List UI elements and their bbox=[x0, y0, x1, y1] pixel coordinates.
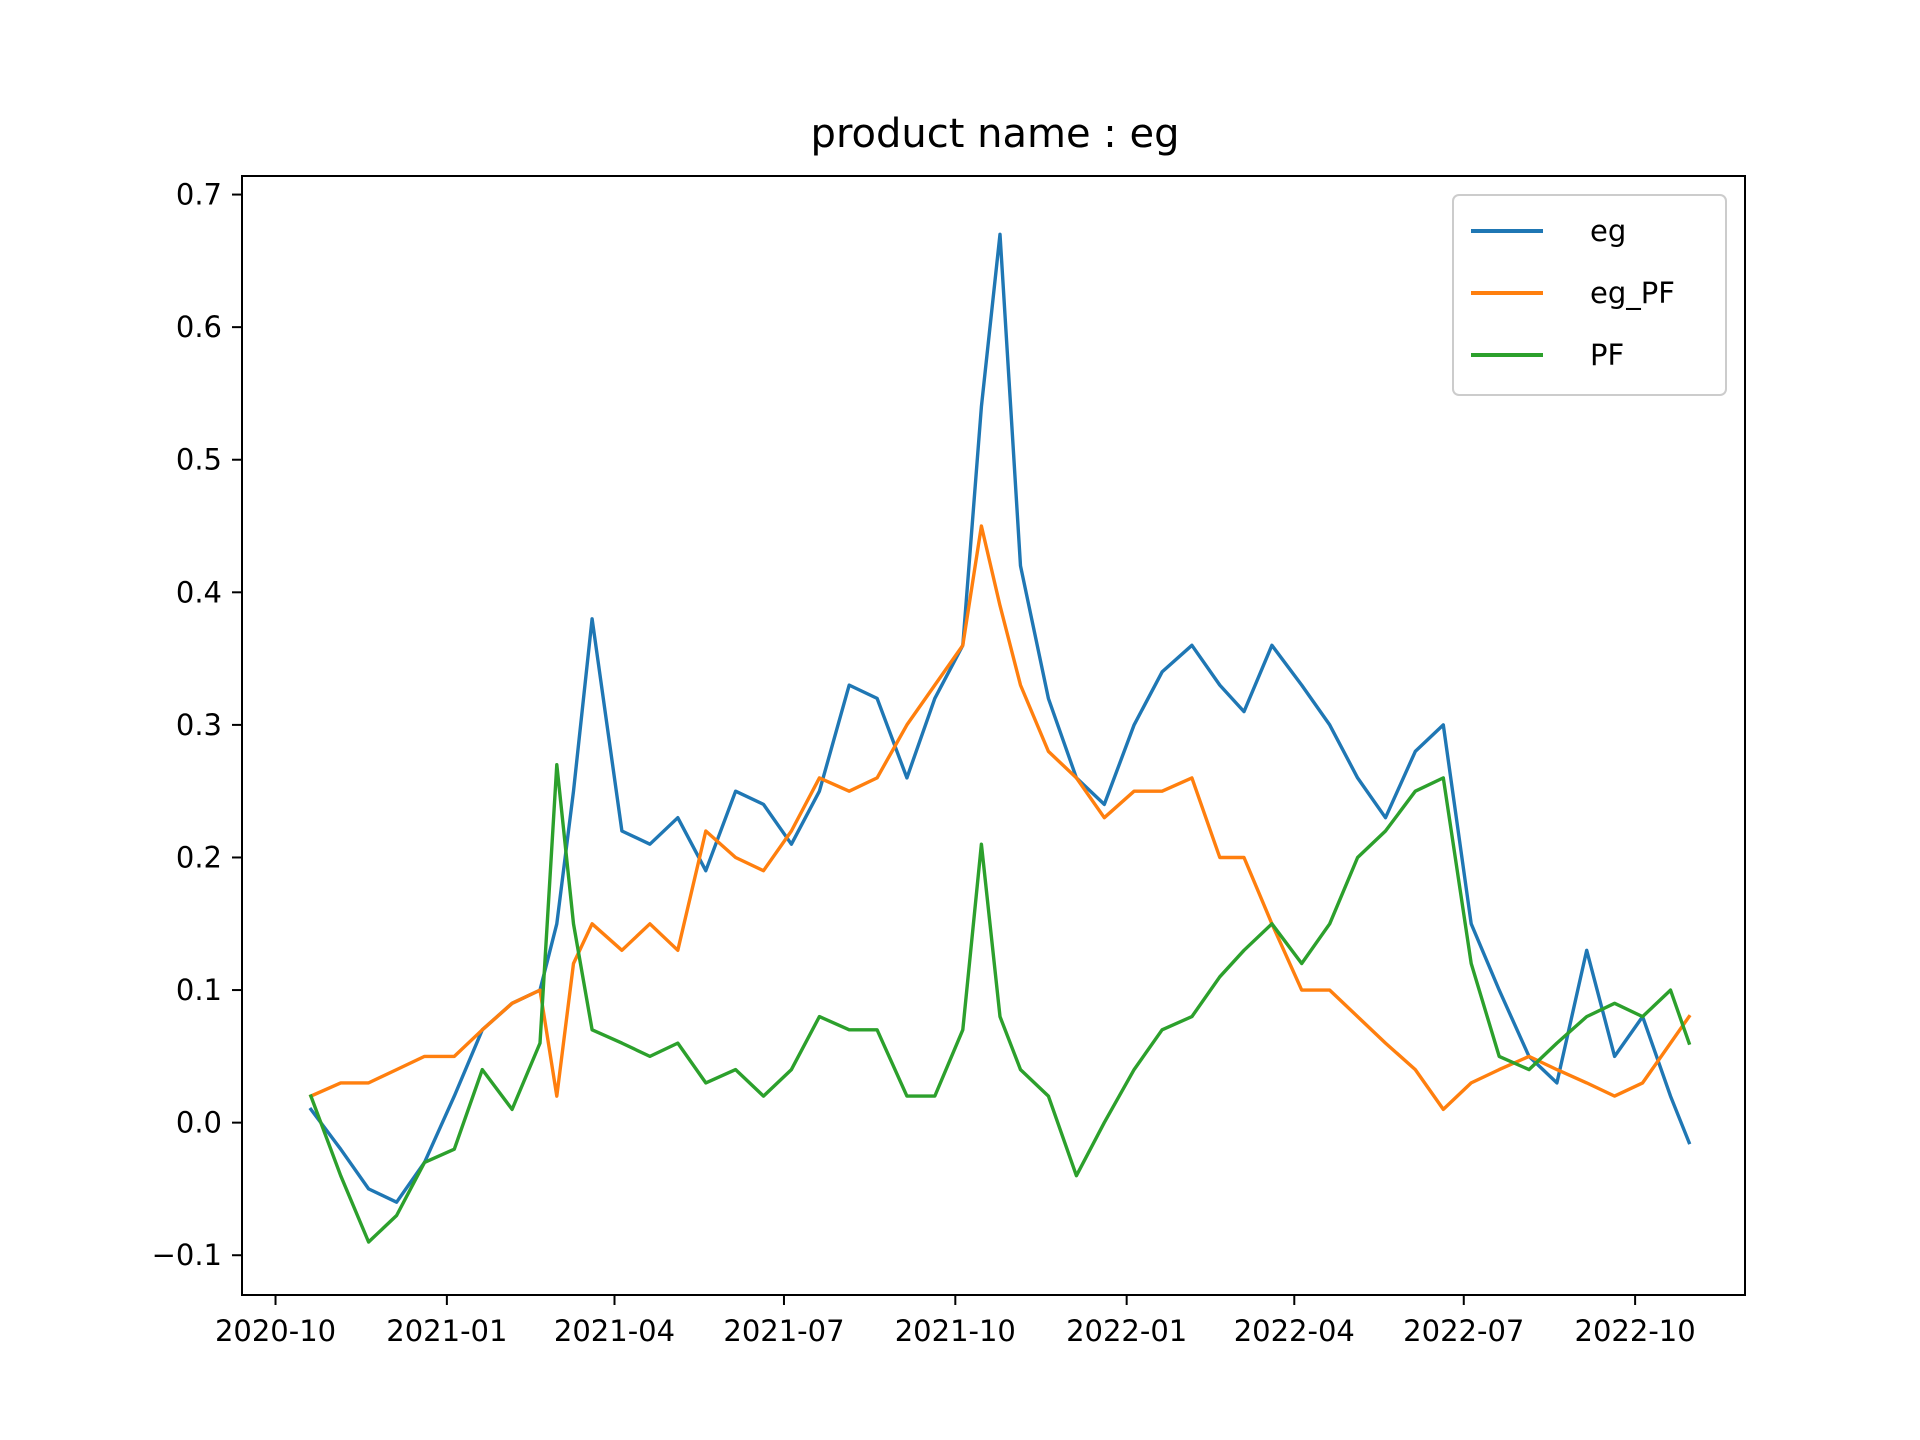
y-tick-label: 0.0 bbox=[176, 1106, 222, 1140]
y-tick-label: 0.4 bbox=[176, 575, 222, 609]
y-tick-label: 0.2 bbox=[176, 840, 222, 874]
plot-area-frame bbox=[241, 175, 1746, 1296]
y-tick-label: 0.5 bbox=[176, 443, 222, 477]
x-tick-label: 2021-01 bbox=[386, 1314, 507, 1348]
legend-label: eg_PF bbox=[1590, 276, 1675, 310]
y-tick-label: 0.7 bbox=[176, 178, 222, 212]
legend-label: PF bbox=[1590, 338, 1624, 372]
series-layer bbox=[308, 232, 1692, 1244]
x-tick-label: 2022-10 bbox=[1575, 1314, 1696, 1348]
x-tick-label: 2021-10 bbox=[895, 1314, 1016, 1348]
x-tick-label: 2022-04 bbox=[1234, 1314, 1355, 1348]
x-tick-label: 2022-07 bbox=[1403, 1314, 1524, 1348]
y-tick-label: −0.1 bbox=[152, 1238, 222, 1272]
legend-box bbox=[1452, 194, 1727, 396]
chart-title: product name : eg bbox=[811, 111, 1180, 157]
x-tick-label: 2021-04 bbox=[554, 1314, 675, 1348]
x-axis: 2020-10 2021-01 2021-04 2021-07 2021-10 2022-… bbox=[215, 1295, 1696, 1348]
legend: eg eg_PF PF bbox=[1452, 194, 1727, 396]
y-tick-label: 0.3 bbox=[176, 708, 222, 742]
x-tick-label: 2022-01 bbox=[1066, 1314, 1187, 1348]
y-tick-label: 0.1 bbox=[176, 973, 222, 1007]
series-line-eg bbox=[308, 232, 1692, 1204]
series-line-pf bbox=[308, 763, 1692, 1244]
x-tick-label: 2020-10 bbox=[215, 1314, 336, 1348]
y-tick-label: 0.6 bbox=[176, 310, 222, 344]
y-axis: −0.1 0.0 0.1 0.2 0.3 0.4 0.5 0.6 0.7 bbox=[152, 178, 242, 1272]
series-line-eg-pf bbox=[308, 524, 1692, 1112]
x-tick-label: 2021-07 bbox=[723, 1314, 844, 1348]
legend-label: eg bbox=[1590, 214, 1626, 248]
